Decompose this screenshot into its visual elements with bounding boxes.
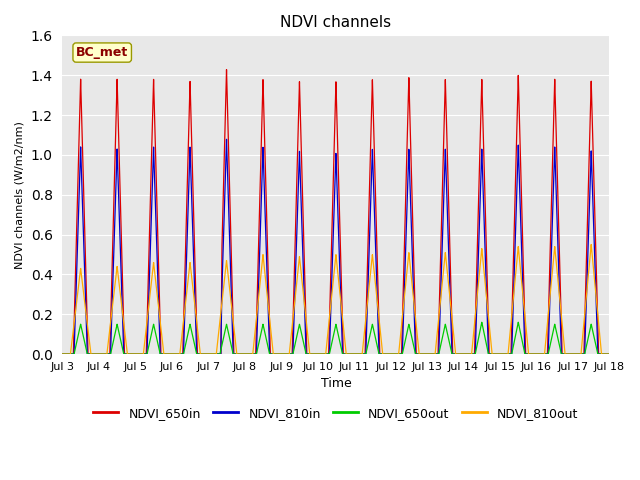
Line: NDVI_810in: NDVI_810in bbox=[63, 139, 609, 354]
NDVI_650in bbox=[408, 176, 415, 182]
NDVI_810in bbox=[305, 351, 312, 357]
NDVI_650out bbox=[598, 351, 606, 357]
NDVI_810in bbox=[59, 351, 67, 357]
Legend: NDVI_650in, NDVI_810in, NDVI_650out, NDVI_810out: NDVI_650in, NDVI_810in, NDVI_650out, NDV… bbox=[88, 402, 584, 425]
NDVI_810out bbox=[604, 351, 612, 357]
NDVI_810out bbox=[305, 339, 312, 345]
NDVI_810in bbox=[605, 351, 613, 357]
NDVI_650out bbox=[515, 319, 522, 325]
NDVI_650in bbox=[605, 351, 613, 357]
NDVI_810in bbox=[598, 351, 606, 357]
NDVI_810in bbox=[604, 351, 612, 357]
NDVI_650in bbox=[223, 67, 230, 72]
NDVI_650out bbox=[549, 329, 557, 335]
Title: NDVI channels: NDVI channels bbox=[280, 15, 392, 30]
NDVI_650out bbox=[305, 351, 312, 357]
NDVI_810in bbox=[534, 351, 541, 357]
NDVI_810out bbox=[59, 351, 67, 357]
NDVI_650in bbox=[604, 351, 612, 357]
NDVI_650in bbox=[549, 143, 557, 148]
NDVI_650in bbox=[305, 351, 312, 357]
NDVI_650out bbox=[408, 334, 415, 339]
Text: BC_met: BC_met bbox=[76, 46, 129, 59]
NDVI_810in bbox=[549, 199, 557, 205]
NDVI_650out bbox=[604, 351, 612, 357]
Line: NDVI_650out: NDVI_650out bbox=[63, 322, 609, 354]
NDVI_810in bbox=[408, 230, 415, 236]
NDVI_650out bbox=[534, 351, 541, 357]
NDVI_810out bbox=[605, 351, 613, 357]
X-axis label: Time: Time bbox=[321, 377, 351, 390]
NDVI_650in bbox=[59, 351, 67, 357]
NDVI_810out bbox=[534, 351, 541, 357]
Line: NDVI_650in: NDVI_650in bbox=[63, 70, 609, 354]
NDVI_810out bbox=[408, 276, 415, 282]
NDVI_810in bbox=[223, 136, 230, 142]
NDVI_650in bbox=[534, 351, 541, 357]
NDVI_650out bbox=[605, 351, 613, 357]
NDVI_650out bbox=[59, 351, 67, 357]
Y-axis label: NDVI channels (W/m2/nm): NDVI channels (W/m2/nm) bbox=[15, 121, 25, 269]
NDVI_810out bbox=[549, 263, 557, 268]
Line: NDVI_810out: NDVI_810out bbox=[63, 244, 609, 354]
NDVI_810out bbox=[598, 351, 606, 357]
NDVI_650in bbox=[598, 351, 606, 357]
NDVI_810out bbox=[588, 241, 595, 247]
